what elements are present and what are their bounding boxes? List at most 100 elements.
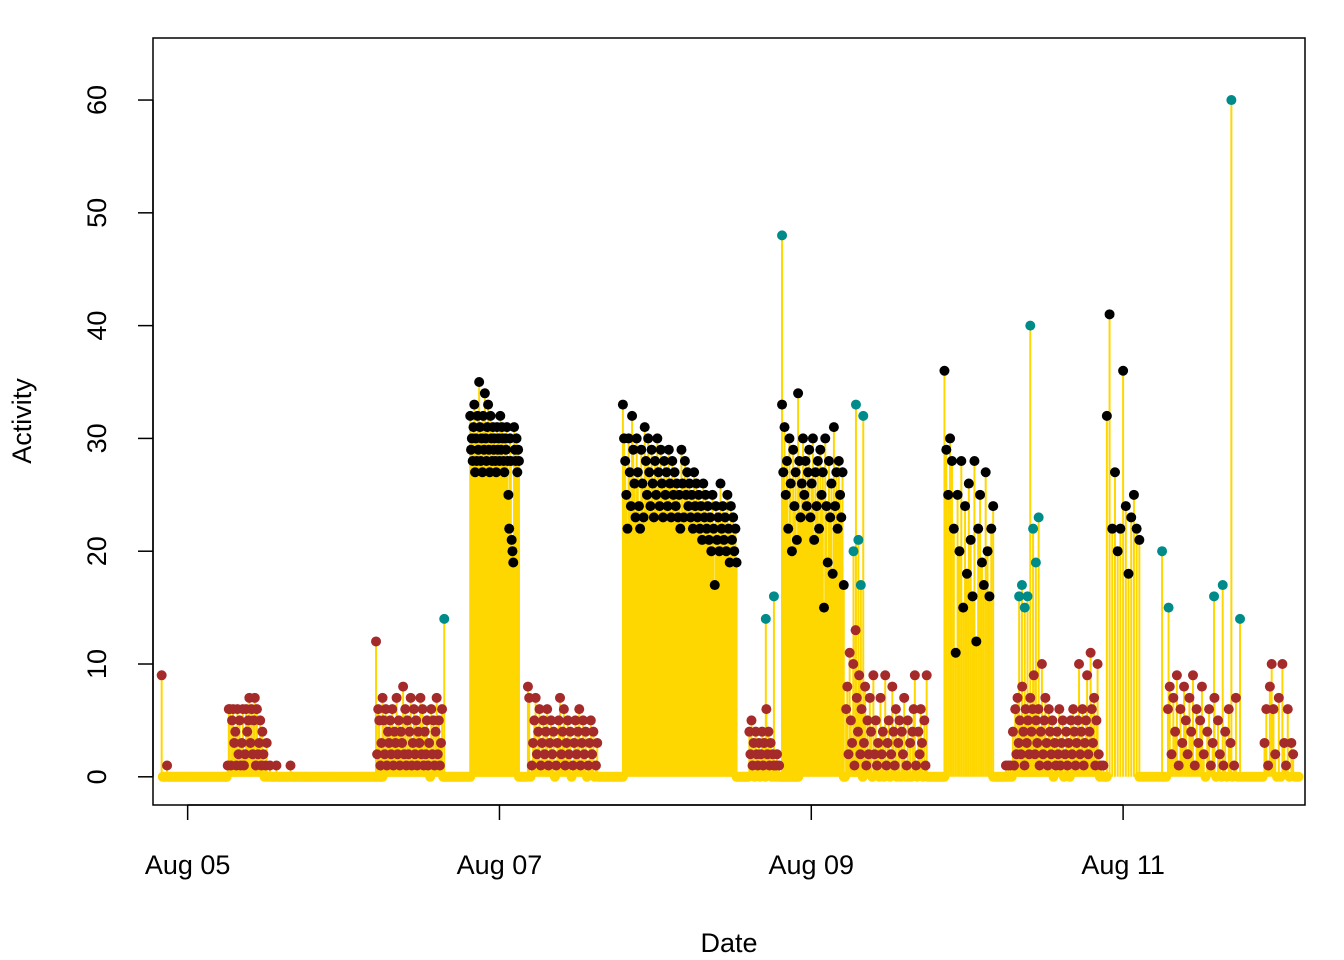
activity-point: [539, 749, 550, 760]
activity-point: [714, 546, 725, 557]
activity-point: [1189, 760, 1200, 771]
activity-point: [540, 726, 551, 737]
activity-point: [1173, 760, 1184, 771]
activity-point: [798, 433, 809, 444]
activity-point: [544, 737, 555, 748]
activity-point: [556, 749, 567, 760]
activity-point: [1213, 715, 1224, 726]
x-tick-label: Aug 09: [768, 850, 854, 880]
activity-point: [1091, 715, 1102, 726]
activity-point: [785, 478, 796, 489]
activity-point: [852, 726, 863, 737]
activity-point: [858, 737, 869, 748]
activity-point: [971, 636, 982, 647]
activity-point: [1282, 704, 1293, 715]
activity-point: [838, 580, 849, 591]
activity-point: [1196, 681, 1207, 692]
activity-point: [1202, 726, 1213, 737]
activity-point: [1098, 760, 1109, 771]
activity-point: [1261, 704, 1272, 715]
activity-point: [1268, 704, 1279, 715]
activity-point: [373, 704, 384, 715]
activity-point: [716, 523, 727, 534]
activity-point: [642, 489, 653, 500]
activity-point: [1038, 749, 1049, 760]
activity-point: [717, 501, 728, 512]
activity-point: [848, 659, 859, 670]
activity-point: [569, 737, 580, 748]
activity-point: [729, 546, 740, 557]
activity-point: [465, 410, 476, 421]
activity-point: [1279, 737, 1290, 748]
activity-point: [1018, 726, 1029, 737]
activity-point: [652, 433, 663, 444]
activity-point: [772, 749, 783, 760]
activity-point: [567, 760, 578, 771]
activity-point: [1107, 523, 1118, 534]
activity-point: [948, 523, 959, 534]
activity-point: [862, 715, 873, 726]
activity-point: [961, 568, 972, 579]
activity-point: [411, 715, 422, 726]
activity-point: [622, 523, 633, 534]
activity-point: [415, 692, 426, 703]
activity-point: [693, 489, 704, 500]
activity-point: [1084, 726, 1095, 737]
activity-point: [1198, 749, 1209, 760]
activity-point: [590, 760, 601, 771]
activity-point: [1187, 670, 1198, 681]
activity-point: [946, 455, 957, 466]
activity-point: [746, 715, 757, 726]
activity-point: [625, 501, 636, 512]
activity-point: [240, 749, 251, 760]
activity-point: [1118, 365, 1129, 376]
activity-point: [1229, 760, 1240, 771]
activity-point: [830, 501, 841, 512]
activity-point: [1286, 737, 1297, 748]
activity-point: [704, 534, 715, 545]
activity-point: [1009, 760, 1020, 771]
activity-point: [1078, 760, 1089, 771]
activity-point: [1131, 523, 1142, 534]
activity-point: [402, 715, 413, 726]
activity-point: [730, 523, 741, 534]
activity-point: [393, 715, 404, 726]
activity-point: [763, 726, 774, 737]
activity-point: [254, 737, 265, 748]
activity-point: [1195, 715, 1206, 726]
activity-point: [162, 760, 173, 771]
activity-point: [395, 726, 406, 737]
activity-point: [580, 726, 591, 737]
activity-point: [790, 467, 801, 478]
activity-stems: [157, 100, 1304, 782]
activity-point: [631, 433, 642, 444]
activity-point: [869, 749, 880, 760]
activity-point: [915, 704, 926, 715]
activity-point: [911, 760, 922, 771]
activity-point: [508, 557, 519, 568]
activity-point: [835, 489, 846, 500]
activity-point: [796, 478, 807, 489]
activity-point: [1007, 726, 1018, 737]
activity-point: [474, 377, 485, 388]
activity-point: [1186, 726, 1197, 737]
activity-point: [679, 455, 690, 466]
activity-point: [1041, 737, 1052, 748]
activity-point: [371, 636, 382, 647]
activity-point: [1033, 512, 1044, 523]
y-tick-label: 60: [82, 85, 112, 115]
activity-point: [576, 737, 587, 748]
activity-point: [645, 501, 656, 512]
activity-point: [723, 523, 734, 534]
activity-point: [643, 433, 654, 444]
activity-point: [722, 489, 733, 500]
activity-point: [632, 467, 643, 478]
activity-point: [806, 478, 817, 489]
activity-point: [552, 737, 563, 748]
activity-point: [833, 455, 844, 466]
activity-point: [400, 704, 411, 715]
activity-point: [921, 670, 932, 681]
activity-point: [844, 647, 855, 658]
activity-point: [1112, 546, 1123, 557]
activity-point: [436, 737, 446, 748]
